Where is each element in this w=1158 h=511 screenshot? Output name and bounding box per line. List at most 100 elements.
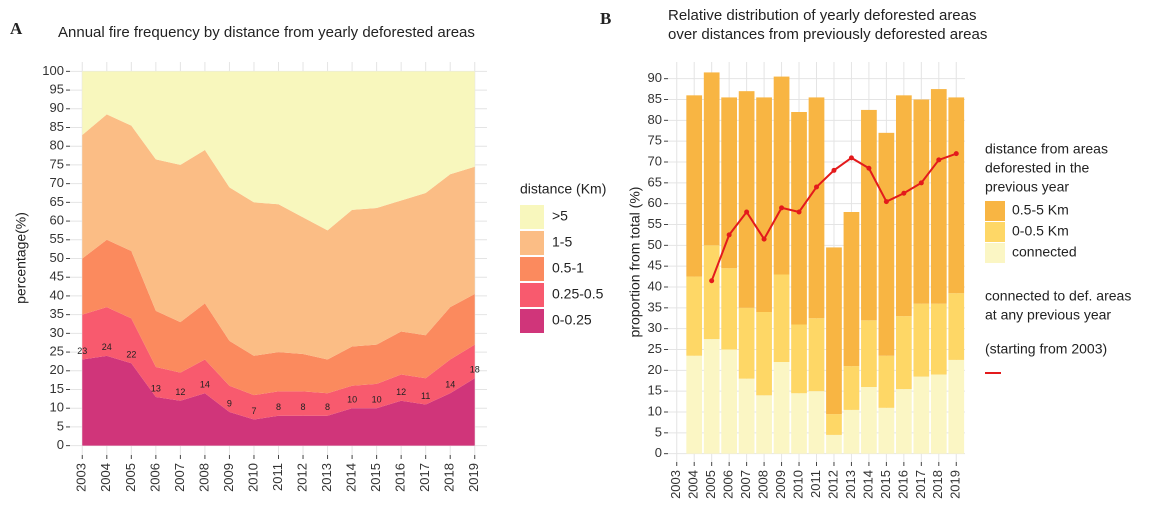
bar [913,99,930,304]
y-tick-label: 40 [50,287,64,302]
x-tick-label: 2017 [417,463,432,492]
y-tick-label: 90 [648,70,662,85]
area [82,355,475,446]
x-tick-label: 2008 [756,470,771,499]
line-point [726,232,732,238]
legend-label: 0.25-0.5 [552,286,604,302]
chart-title: over distances from previously deforeste… [668,26,987,43]
area [82,239,475,396]
bar [895,95,912,317]
line-point [779,205,785,211]
y-tick-label: 10 [50,400,64,415]
y-tick-label: 30 [50,325,64,340]
data-label: 14 [445,380,455,390]
area [82,71,475,231]
bar [773,76,790,275]
bar [878,132,895,356]
legend-label: 0.5-5 Km [1012,202,1069,218]
bar [930,303,947,375]
y-tick-label: 35 [648,299,662,314]
line-point [953,151,959,157]
y-tick-label: 20 [648,362,662,377]
x-tick-label: 2010 [245,463,260,492]
x-tick-label: 2003 [74,463,89,492]
bar [861,109,877,321]
bar [826,414,842,435]
line-point [831,167,837,173]
bar [721,349,738,454]
x-tick-label: 2015 [878,470,893,499]
bar [843,212,860,367]
legend-title: distance from areas [985,141,1108,157]
y-tick-label: 95 [50,82,64,97]
y-tick-label: 5 [57,418,64,433]
panel-label: B [600,9,611,28]
legend-label: at any previous year [985,307,1111,323]
legend-key [985,201,1005,221]
bar [756,312,772,396]
y-tick-label: 55 [50,231,64,246]
bar [913,303,930,377]
x-tick-label: 2009 [773,470,788,499]
legend-key [520,257,544,281]
line-point [918,180,924,186]
y-tick-label: 90 [50,100,64,115]
data-label: 9 [227,398,232,408]
bar [808,318,825,392]
x-tick-label: 2013 [843,470,858,499]
y-tick-label: 25 [648,341,662,356]
line-point [744,209,750,215]
y-tick-label: 100 [42,63,64,78]
bar [930,374,947,454]
x-tick-label: 2004 [98,463,113,492]
bar [703,245,720,340]
legend-key [985,222,1005,242]
bar [773,362,790,454]
data-label: 10 [347,395,357,405]
y-tick-label: 10 [648,403,662,418]
y-tick-label: 15 [648,383,662,398]
area [82,307,475,420]
y-tick-label: 40 [648,278,662,293]
x-tick-label: 2018 [930,470,945,499]
legend-title: deforested in the [985,160,1090,176]
bar [738,307,755,379]
panel-label: A [10,19,23,38]
x-tick-label: 2005 [703,470,718,499]
y-tick-label: 50 [648,237,662,252]
y-tick-label: 75 [50,156,64,171]
line-point [866,165,872,171]
bar [948,293,965,360]
y-tick-label: 45 [648,258,662,273]
bar [878,407,895,454]
y-tick-label: 35 [50,306,64,321]
legend-note: (starting from 2003) [985,341,1107,357]
bar [738,378,755,454]
bar [791,324,807,394]
bar [756,97,772,313]
bar [738,91,755,308]
y-tick-label: 65 [50,194,64,209]
bar [913,376,930,454]
y-tick-label: 5 [655,424,662,439]
bar [861,387,877,454]
bar [721,268,738,350]
line-point [796,209,802,215]
legend-key [985,243,1005,263]
x-tick-label: 2016 [393,463,408,492]
legend-key [520,231,544,255]
x-tick-label: 2019 [466,463,481,492]
y-tick-label: 75 [648,133,662,148]
data-label: 22 [126,350,136,360]
bar [808,97,825,319]
data-label: 12 [396,387,406,397]
bar [826,247,842,415]
bar [686,355,703,454]
y-tick-label: 0 [655,445,662,460]
y-tick-label: 25 [50,344,64,359]
line-point [709,278,715,284]
x-tick-label: 2008 [196,463,211,492]
data-label: 14 [200,380,210,390]
data-label: 13 [151,383,161,393]
